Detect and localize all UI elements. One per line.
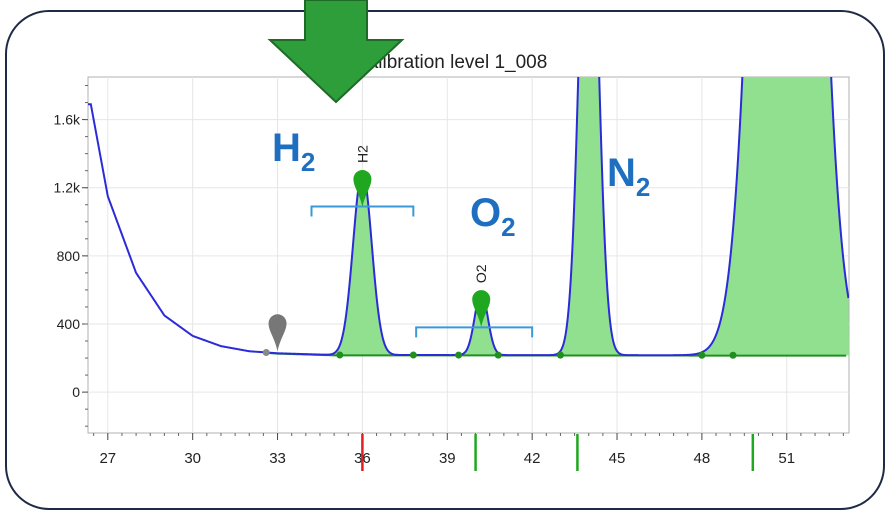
peak-marker-unlabeled	[268, 314, 287, 352]
peak-fill-unlabeled-3	[690, 77, 849, 356]
baseline-point-7	[729, 351, 737, 359]
o2-annotation: O2	[470, 193, 516, 240]
peak-marker-O2	[472, 290, 491, 328]
n2-annotation-text: N	[607, 151, 636, 195]
y-tick-label-0: 0	[72, 384, 80, 400]
y-tick-label-1: 400	[57, 316, 81, 332]
peak-label-H2: H2	[354, 145, 370, 163]
peak-marker-H2	[353, 170, 372, 208]
baseline-point-5	[556, 351, 564, 359]
y-tick-label-2: 800	[57, 248, 81, 264]
x-tick-label-0: 27	[99, 450, 116, 467]
baseline-point-4	[494, 351, 502, 359]
y-tick-label-3: 1.2k	[54, 180, 81, 196]
baseline-point-0	[262, 348, 270, 356]
baseline-point-2	[409, 351, 417, 359]
window-bracket-O2	[415, 326, 534, 338]
x-tick-label-2: 33	[269, 450, 286, 467]
x-tick-label-7: 48	[694, 450, 711, 467]
signal-line	[88, 77, 849, 357]
peak-fill-H2-0	[325, 171, 400, 356]
x-tick-label-8: 51	[778, 450, 795, 467]
baseline-point-1	[336, 351, 344, 359]
peak-label-O2: O2	[473, 264, 489, 283]
y-tick-label-4: 1.6k	[54, 112, 81, 128]
x-tick-label-1: 30	[184, 450, 201, 467]
chart-title: Calibration level 1_008	[354, 52, 548, 73]
baseline-point-6	[698, 351, 706, 359]
h2-annotation-sub: 2	[300, 147, 316, 177]
o2-annotation-sub: 2	[501, 212, 516, 242]
down-arrow-shape	[267, 0, 405, 104]
x-tick-label-4: 39	[439, 450, 456, 467]
x-tick-label-5: 42	[524, 450, 541, 467]
plot-area	[87, 76, 850, 434]
baseline-point-3	[455, 351, 463, 359]
o2-annotation-text: O	[470, 191, 502, 235]
h2-annotation: H2	[272, 128, 315, 175]
n2-annotation-sub: 2	[635, 172, 651, 202]
n2-annotation: N2	[607, 153, 650, 200]
x-tick-label-6: 45	[609, 450, 626, 467]
h2-annotation-text: H	[272, 126, 301, 170]
